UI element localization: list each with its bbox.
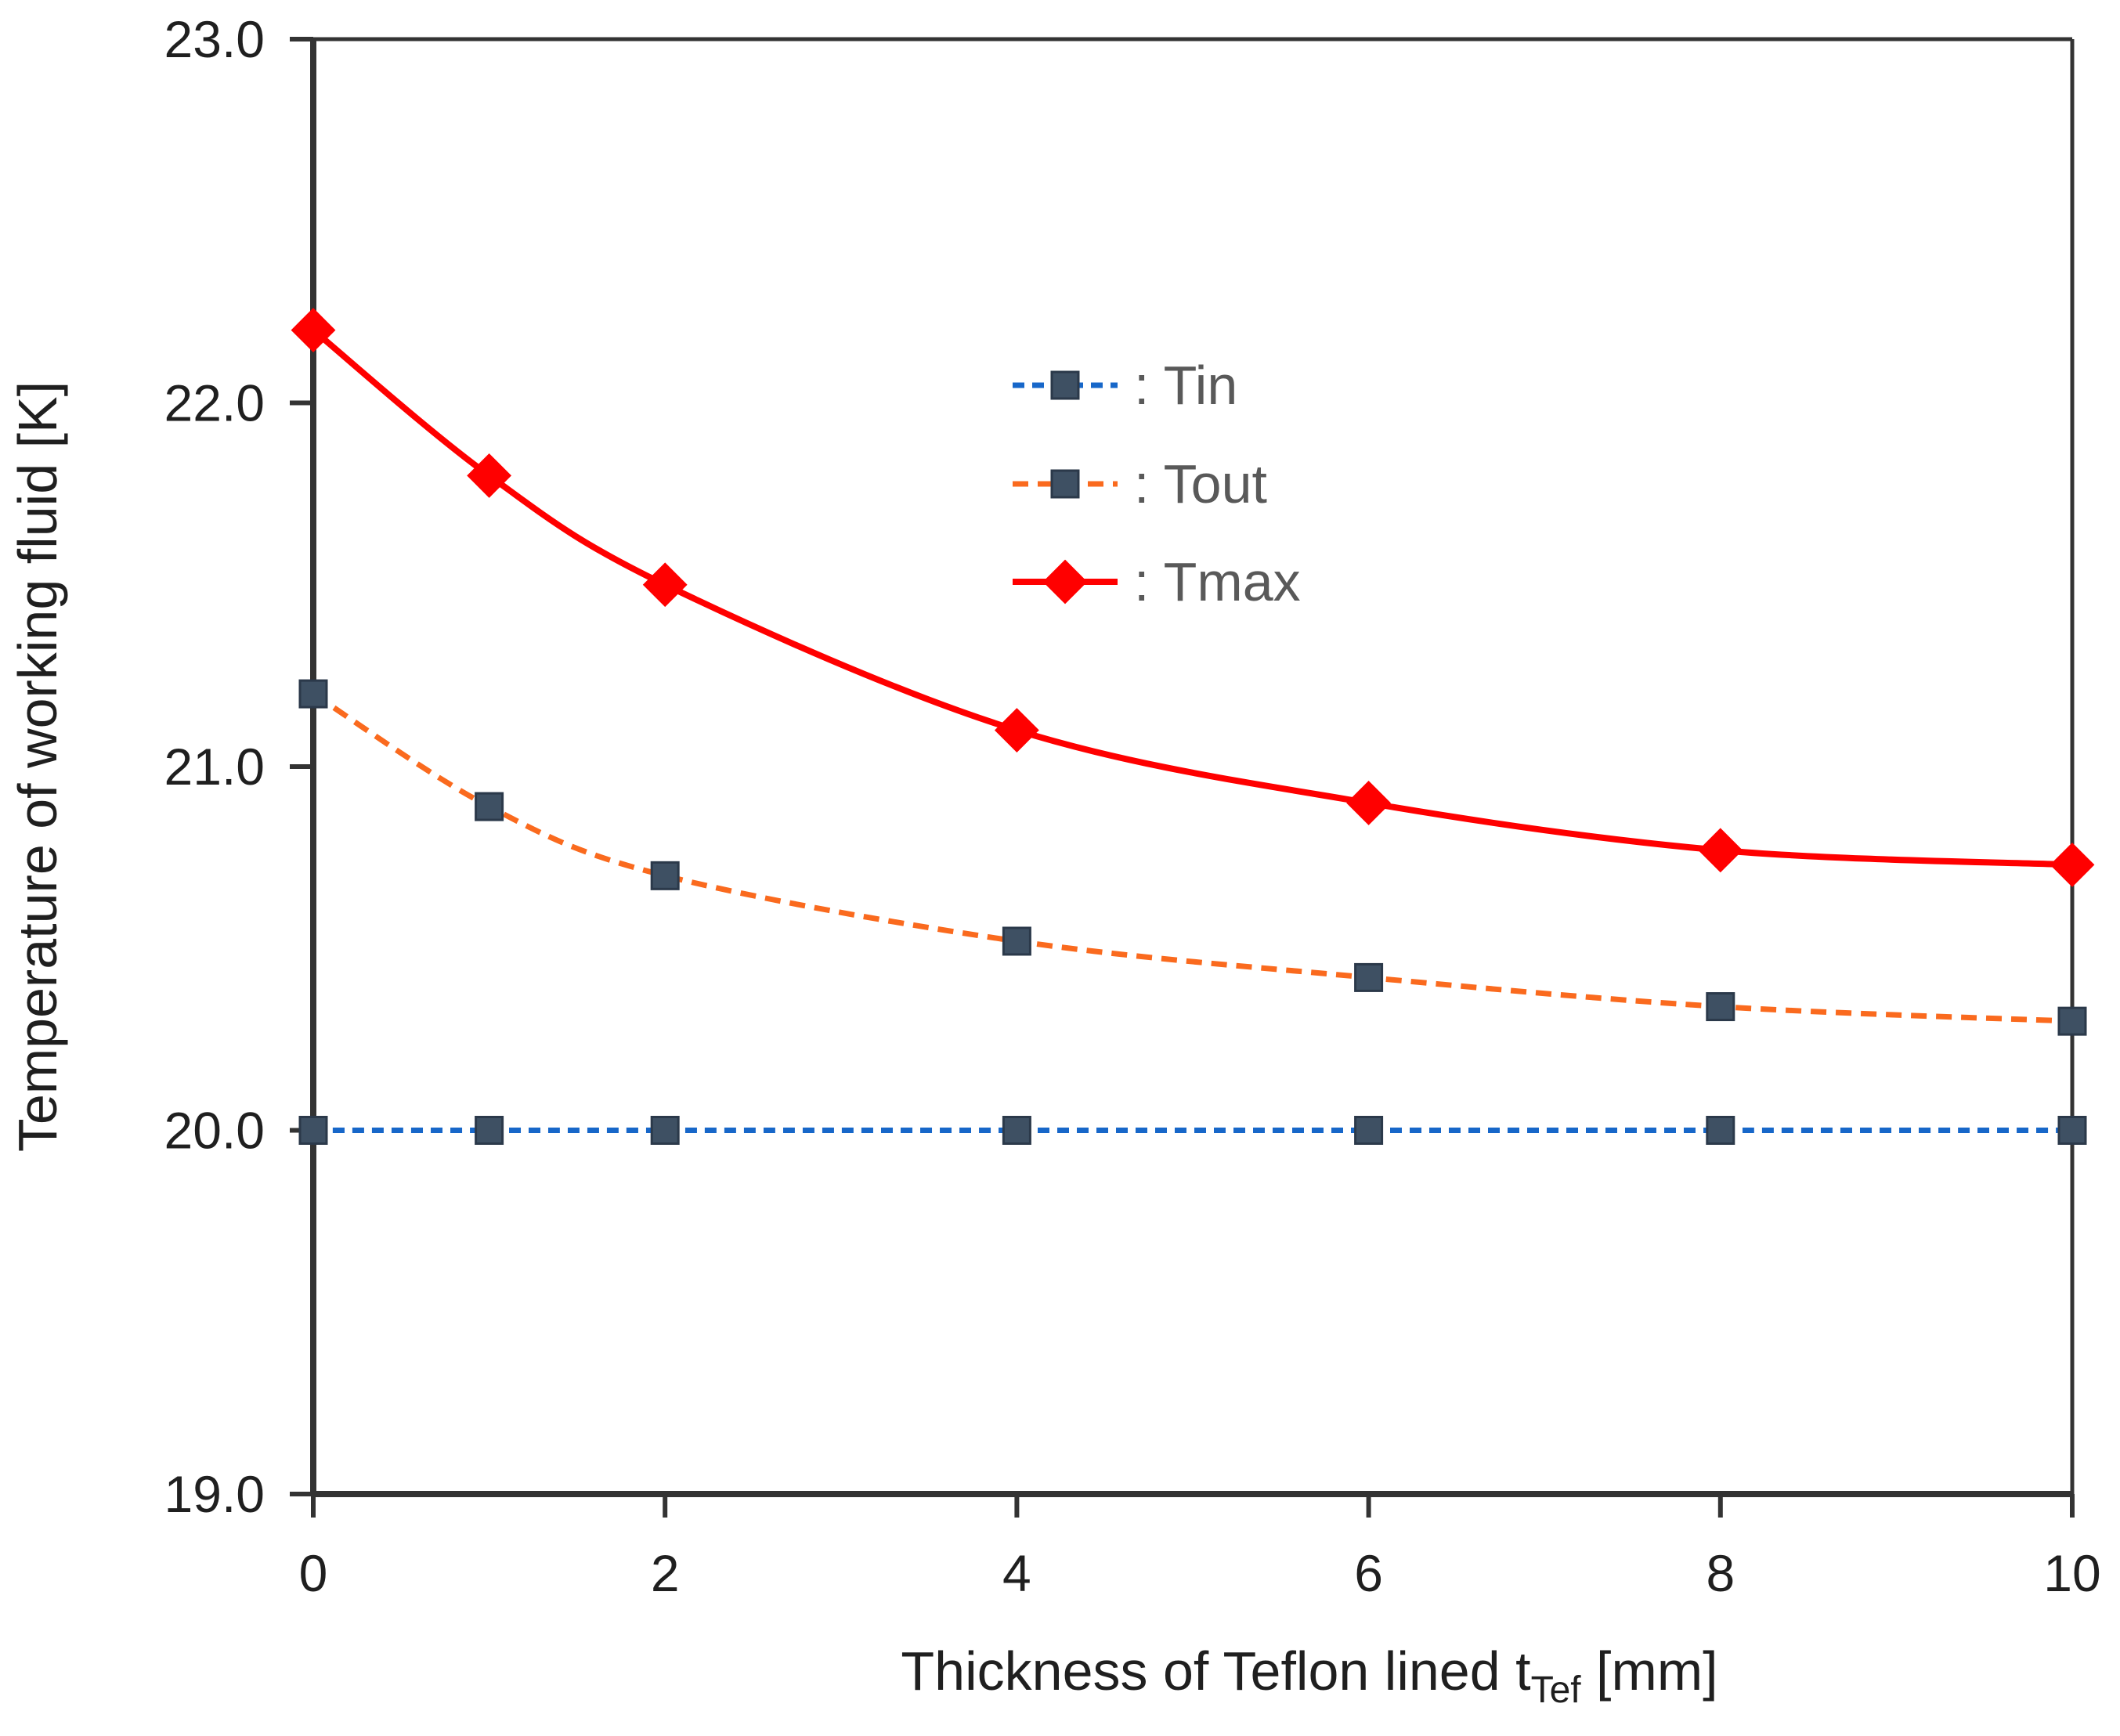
legend-item-Tmax: : Tmax — [1013, 551, 1301, 612]
data-point-diamond-marker — [291, 308, 336, 353]
data-point-square-marker — [1050, 370, 1080, 400]
data-point-square-marker — [475, 1116, 504, 1145]
data-point-square-marker — [1354, 962, 1384, 992]
data-point-square-marker — [1002, 1116, 1031, 1145]
y-axis: 23.0 22.0 21.0 20.0 19.0 — [164, 10, 313, 1523]
y-tick-label: 23.0 — [164, 10, 265, 68]
legend-label: : Tmax — [1134, 551, 1301, 612]
data-point-diamond-marker — [1042, 559, 1088, 605]
y-axis-title: Temperature of working fluid [K] — [7, 381, 68, 1152]
y-tick-label: 21.0 — [164, 738, 265, 796]
y-tick-label: 20.0 — [164, 1102, 265, 1160]
data-point-square-marker — [650, 1116, 680, 1145]
data-point-square-marker — [2057, 1116, 2087, 1145]
x-tick-label: 10 — [2043, 1544, 2100, 1602]
legend: : Tin : Tout : Tmax — [1013, 355, 1301, 612]
series-line-Tout — [312, 691, 2073, 1024]
data-point-square-marker — [298, 1116, 328, 1145]
legend-label: : Tin — [1134, 355, 1237, 416]
legend-item-Tout: : Tout — [1013, 453, 1267, 514]
y-tick-label: 19.0 — [164, 1465, 265, 1523]
data-point-square-marker — [1354, 1116, 1384, 1145]
x-axis: 0 2 4 6 8 10 — [299, 1494, 2101, 1602]
series-Tmax — [291, 308, 2095, 887]
series-Tout — [298, 679, 2087, 1036]
data-point-square-marker — [1706, 1116, 1735, 1145]
legend-label: : Tout — [1134, 453, 1267, 514]
data-point-diamond-marker — [467, 453, 512, 498]
x-tick-label: 0 — [299, 1544, 328, 1602]
x-tick-label: 2 — [651, 1544, 680, 1602]
data-point-square-marker — [2057, 1006, 2087, 1036]
data-point-diamond-marker — [642, 562, 688, 608]
data-point-diamond-marker — [1346, 781, 1392, 825]
x-tick-label: 8 — [1706, 1544, 1735, 1602]
data-point-diamond-marker — [994, 708, 1039, 753]
data-point-diamond-marker — [2050, 843, 2095, 887]
data-point-square-marker — [298, 679, 328, 709]
data-point-square-marker — [650, 861, 680, 890]
x-tick-label: 6 — [1354, 1544, 1383, 1602]
x-axis-title: Thickness of Teflon lined tTef [mm] — [901, 1640, 1717, 1711]
data-point-diamond-marker — [1698, 828, 1743, 873]
series-Tin — [298, 1116, 2087, 1145]
x-tick-label: 4 — [1002, 1544, 1031, 1602]
data-point-square-marker — [475, 792, 504, 821]
data-point-square-marker — [1002, 926, 1031, 956]
y-tick-label: 22.0 — [164, 374, 265, 432]
data-point-square-marker — [1706, 992, 1735, 1022]
legend-item-Tin: : Tin — [1013, 355, 1237, 416]
data-point-square-marker — [1050, 469, 1080, 499]
